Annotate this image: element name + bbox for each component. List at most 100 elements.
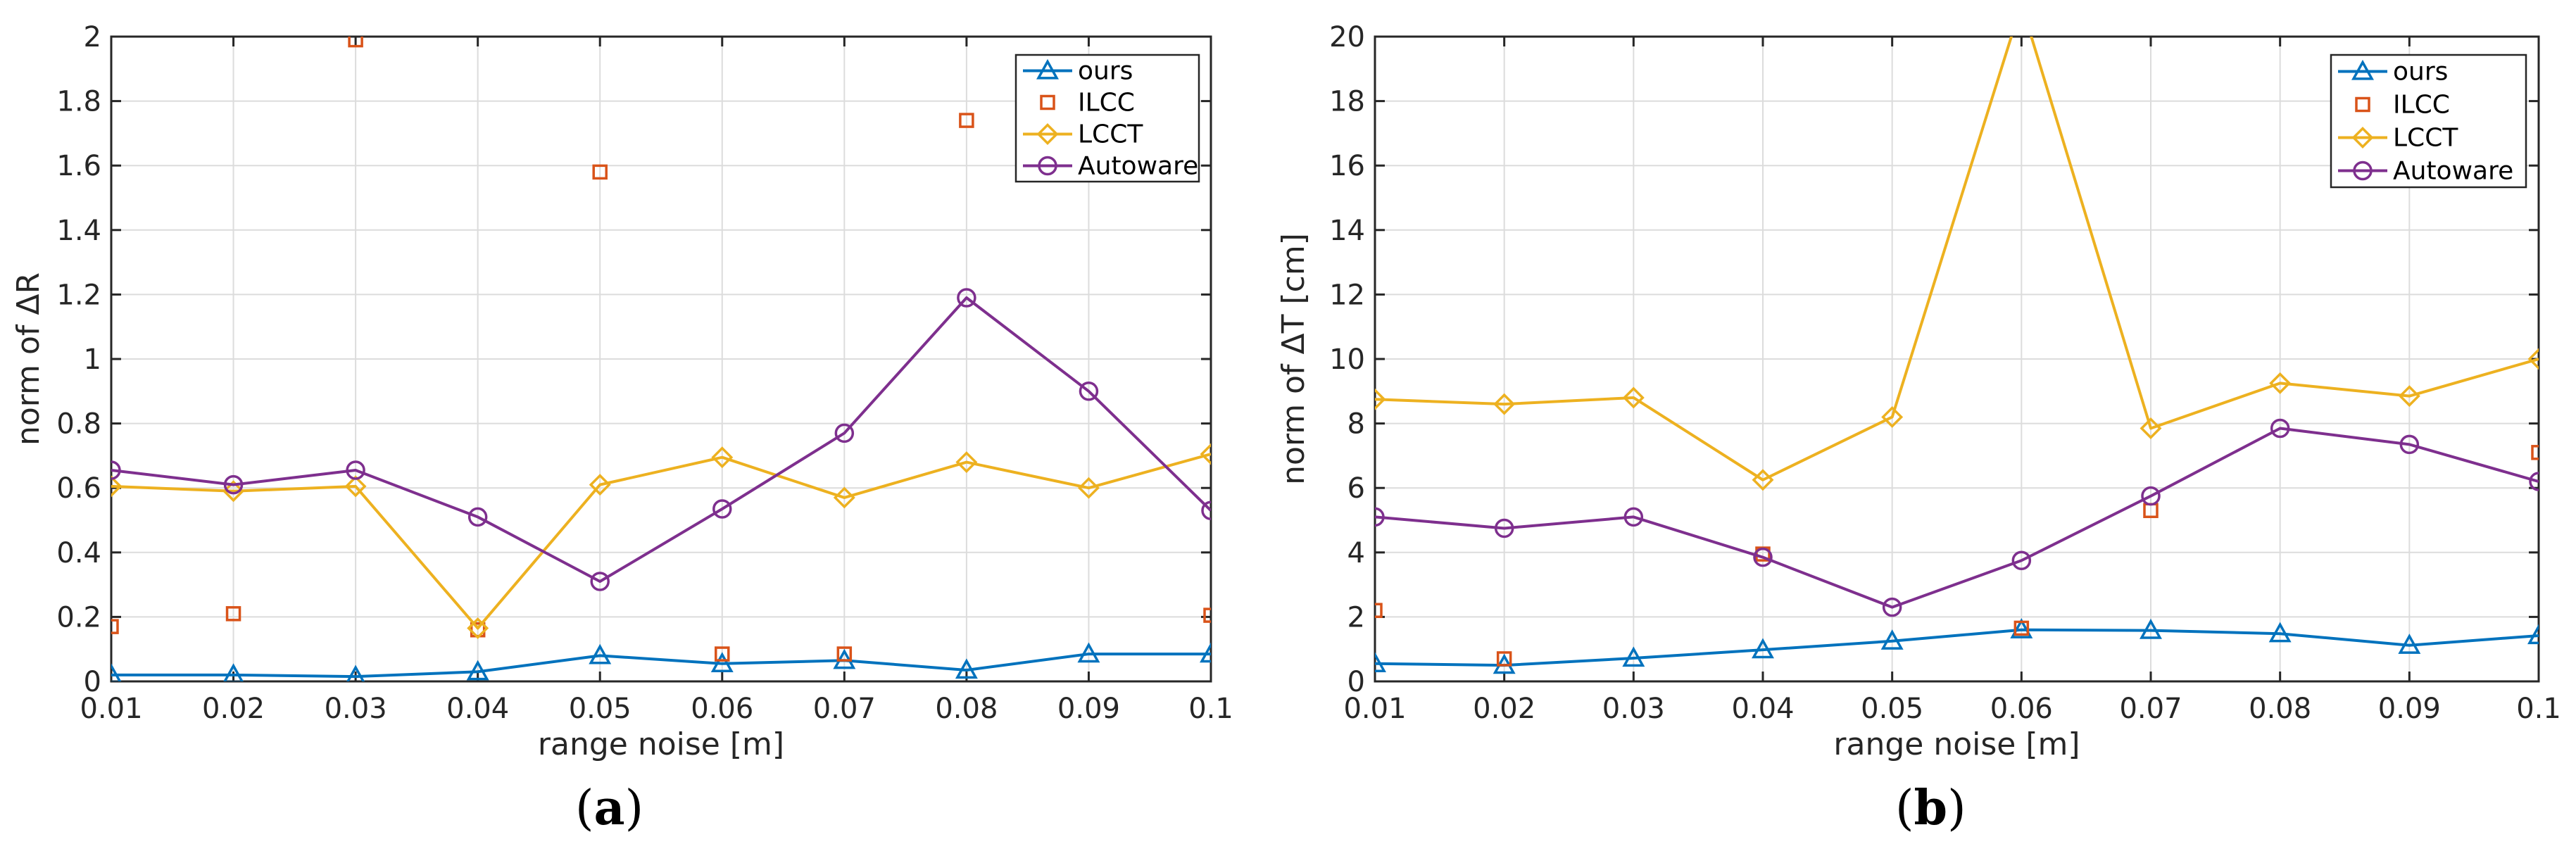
- chart-a-lcct-point: [222, 480, 245, 503]
- chart-b-y-ticks: 0 2 4 6 8 10 12 14 16 18 20: [1329, 21, 2539, 698]
- chart-b-autoware-point: [1753, 547, 1773, 567]
- chart-b-legend-ilcc-label: ILCC: [2393, 91, 2450, 120]
- chart-b-x-tick-label: 0.09: [2378, 693, 2441, 725]
- panel-label-b-close: ): [1947, 781, 1966, 836]
- chart-a-ilcc-point: [959, 113, 974, 128]
- chart-a-ours-point: [589, 643, 612, 664]
- chart-a-ilcc-point: [592, 164, 608, 180]
- chart-b-ours-point: [2010, 618, 2033, 638]
- chart-b-ilcc-point: [2531, 445, 2539, 460]
- chart-b-legend-lcct-label: LCCT: [2393, 124, 2458, 153]
- chart-a-legend-lcct-marker: [1036, 123, 1059, 145]
- chart-a: 0.01 0.02 0.03 0.04 0.05 0.06 0.07 0.08 0.09 0.1 …: [11, 21, 1233, 762]
- chart-b-legend-ours-label: ours: [2393, 58, 2448, 87]
- chart-b-legend-autoware-marker: [2353, 160, 2373, 181]
- chart-a-autoware-point: [223, 474, 244, 495]
- chart-a-lcct-point: [1077, 477, 1100, 499]
- chart-a-x-tick-label: 0.05: [569, 693, 632, 725]
- chart-b-x-tick-label: 0.08: [2249, 693, 2311, 725]
- chart-a-y-tick-label: 0.2: [56, 601, 101, 634]
- chart-a-autoware-point: [346, 460, 365, 480]
- chart-a-lcct-point: [589, 474, 611, 496]
- chart-a-y-tick-label: 1.2: [56, 279, 101, 311]
- chart-b-ours-point: [1880, 629, 1904, 650]
- chart-b-ours-line: [1375, 628, 2539, 667]
- chart-b-x-label: range noise [m]: [1833, 726, 2080, 762]
- chart-b-ilcc-point: [1375, 603, 1383, 618]
- chart-a-ilcc-point: [111, 619, 119, 634]
- chart-a-x-tick-label: 0.08: [935, 693, 998, 725]
- chart-a-x-ticks: 0.01 0.02 0.03 0.04 0.05 0.06 0.07 0.08 0.09 0.1: [80, 37, 1233, 725]
- panel-label-b: (b): [1895, 780, 1966, 836]
- chart-a-lcct-point: [833, 486, 855, 509]
- chart-b-y-tick-label: 10: [1329, 344, 1365, 376]
- chart-b-y-label: norm of ΔT [cm]: [1276, 233, 1312, 485]
- chart-a-x-label: range noise [m]: [538, 726, 784, 762]
- chart-a-ours-line: [111, 653, 1211, 679]
- chart-a-x-tick-label: 0.07: [813, 693, 876, 725]
- chart-a-autoware-point: [957, 288, 976, 308]
- chart-b-legend-box: [2330, 53, 2527, 189]
- chart-b-x-tick-label: 0.04: [1731, 693, 1794, 725]
- chart-b-y-tick-label: 6: [1347, 472, 1365, 505]
- chart-a-ours-point: [710, 652, 734, 672]
- chart-b-y-tick-label: 8: [1347, 408, 1365, 441]
- chart-a-ours-point: [346, 664, 365, 681]
- panel-label-b-open: (: [1895, 781, 1914, 836]
- chart-b-autoware-point: [1375, 507, 1385, 527]
- chart-a-autoware-point: [467, 507, 488, 527]
- chart-b-autoware-line: [1375, 427, 2539, 609]
- chart-b-autoware-point: [1882, 597, 1902, 617]
- chart-a-y-tick-label: 1: [84, 344, 101, 376]
- chart-a-x-tick-label: 0.03: [325, 693, 387, 725]
- chart-b-autoware-point: [2529, 472, 2539, 491]
- chart-b-ours-point: [1622, 646, 1645, 667]
- chart-a-ours-point: [223, 663, 244, 681]
- chart-a-y-tick-label: 1.8: [56, 86, 101, 118]
- chart-b-x-tick-label: 0.07: [2119, 693, 2182, 725]
- chart-b-x-tick-label: 0.1: [2516, 693, 2561, 725]
- chart-a-x-tick-label: 0.01: [80, 693, 142, 725]
- chart-b-legend-ours-marker: [2351, 59, 2374, 80]
- panel-label-a: (a): [575, 780, 643, 836]
- chart-b-y-tick-label: 12: [1329, 279, 1365, 311]
- chart-a-lcct-point: [467, 617, 489, 639]
- chart-b-lcct-point: [2140, 417, 2162, 439]
- chart-a-ilcc-point: [1203, 607, 1211, 623]
- chart-a-autoware-point: [1201, 500, 1211, 521]
- chart-a-y-tick-label: 0.6: [56, 472, 101, 505]
- chart-a-x-tick-label: 0.04: [446, 693, 509, 725]
- chart-a-legend-ilcc-label: ILCC: [1078, 89, 1135, 118]
- chart-b-ours-point: [1752, 638, 1774, 659]
- chart-a-ours-point: [1200, 642, 1211, 663]
- chart-a-legend-ilcc-marker: [1040, 94, 1055, 111]
- chart-a-autoware-point: [834, 423, 855, 443]
- chart-a-ilcc-point: [348, 37, 363, 48]
- chart-a-y-tick-label: 1.4: [56, 215, 101, 247]
- chart-b-ours-point: [2268, 622, 2292, 643]
- chart-b-legend-lcct-marker: [2351, 127, 2374, 149]
- chart-a-autoware-point: [590, 572, 610, 591]
- chart-b-ours-point: [2527, 624, 2539, 645]
- chart-a-ours-point: [111, 663, 122, 681]
- chart-a-x-tick-label: 0.09: [1057, 693, 1120, 725]
- chart-b-autoware-point: [1494, 518, 1514, 538]
- panel-label-b-letter: b: [1914, 780, 1948, 836]
- chart-b-lcct-point: [2398, 385, 2420, 408]
- chart-a-x-tick-label: 0.02: [202, 693, 265, 725]
- chart-b-x-tick-label: 0.03: [1602, 693, 1665, 725]
- chart-b-lcct-point: [2527, 348, 2539, 370]
- chart-b-y-tick-label: 16: [1329, 150, 1365, 182]
- panel-label-a-letter: a: [593, 780, 625, 836]
- chart-a-y-tick-label: 0: [84, 666, 101, 698]
- chart-a-y-tick-label: 2: [84, 21, 101, 53]
- panel-label-a-close: ): [624, 781, 644, 836]
- chart-a-lcct-line: [111, 453, 1211, 630]
- chart-a-ilcc-point: [225, 606, 241, 622]
- chart-b-lcct-point: [1752, 469, 1774, 491]
- chart-b-legend: ours ILCC LCCT Autoware: [2330, 53, 2527, 189]
- chart-b-x-ticks: 0.01 0.02 0.03 0.04 0.05 0.06 0.07 0.08 0.09 0.1: [1343, 37, 2561, 725]
- chart-b-autoware-point: [2399, 434, 2420, 455]
- chart-a-lcct-point: [1200, 443, 1211, 465]
- chart-a-legend-autoware-label: Autoware: [1078, 152, 1198, 181]
